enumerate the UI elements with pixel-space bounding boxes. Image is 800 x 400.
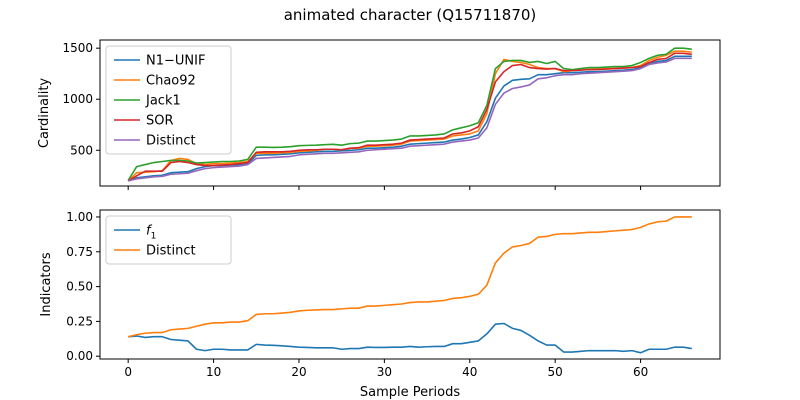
x-tick-label: 60 [633,365,648,379]
x-tick-label: 50 [548,365,563,379]
x-tick-label: 30 [377,365,392,379]
y-tick-label: 0.25 [66,314,93,328]
series-line-distinct [127,216,692,338]
x-tick-label: 0 [124,365,132,379]
legend-label: Chao92 [146,74,196,89]
subplot-2: 0 10 20 30 40 50 60 0.00 0.25 0.50 0.75 1.00 Indicat… [39,209,721,400]
legend-label: Distinct [146,244,196,259]
x-axis-label: Sample Periods [360,385,460,400]
legend-label: Jack1 [145,94,181,109]
figure-title: animated character (Q15711870) [284,6,537,24]
y-tick-label: 500 [70,143,93,157]
legend-label: SOR [146,114,174,129]
x-tick-label: 40 [462,365,477,379]
legend-label: f1 [146,224,156,242]
legend-box [105,45,232,155]
x-tick-label: 20 [291,365,306,379]
subplot-1: 500 1000 1500 Cardinality N1−UNIF Chao92 Jack1… [37,39,721,190]
x-tick-label: 10 [206,365,221,379]
y-tick-label: 0.00 [66,349,93,363]
series-line-f1 [128,322,692,354]
y-tick-label: 1.00 [66,210,93,224]
legend: N1−UNIF Chao92 Jack1 SOR Distinct [105,45,232,155]
legend-label: Distinct [146,134,196,149]
y-tick-label: 1500 [62,41,93,55]
axes-frame [99,209,721,360]
legend-box [105,215,232,265]
plots-container: 50010001500CardinalityN1−UNIFChao92Jack1… [37,39,721,400]
series-line-distinct [127,57,692,182]
legend: f1 Distinct [105,215,232,265]
y-axis-label: Indicators [39,252,54,316]
y-tick-label: 0.50 [66,280,93,294]
y-tick-label: 1000 [62,92,93,106]
series-line-sor [127,52,692,182]
y-tick-label: 0.75 [66,245,93,259]
legend-label: N1−UNIF [146,54,205,69]
series-line-jack1 [127,47,692,181]
axes-frame [99,39,721,187]
y-axis-label: Cardinality [37,78,52,149]
